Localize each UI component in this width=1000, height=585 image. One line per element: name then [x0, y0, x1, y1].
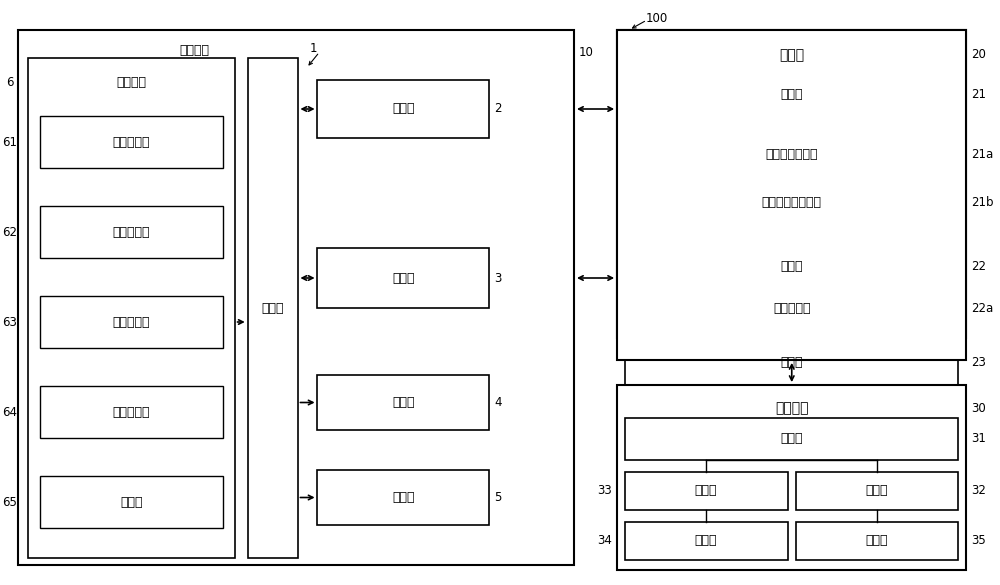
Text: 61: 61	[2, 136, 17, 149]
Text: 30: 30	[971, 401, 986, 415]
Text: 显示部: 显示部	[392, 396, 415, 409]
Text: 1: 1	[310, 42, 317, 54]
Text: 麦克风: 麦克风	[120, 495, 143, 508]
Text: 人检测部: 人检测部	[116, 75, 146, 88]
Text: 63: 63	[3, 315, 17, 329]
Bar	[317, 375, 489, 430]
Text: 控制部: 控制部	[781, 88, 803, 101]
Bar	[631, 290, 952, 328]
Bar	[625, 244, 958, 332]
Text: 64: 64	[2, 405, 17, 418]
Text: 33: 33	[597, 484, 612, 497]
Text: 3: 3	[494, 271, 502, 284]
Text: 21a: 21a	[971, 147, 994, 160]
Text: 34: 34	[597, 535, 612, 548]
Text: 4: 4	[494, 396, 502, 409]
Text: 100: 100	[646, 12, 668, 25]
Bar	[625, 68, 958, 120]
Bar	[631, 180, 952, 224]
Text: 人感传感器: 人感传感器	[113, 136, 150, 149]
Text: 通知管理表: 通知管理表	[773, 302, 811, 315]
Bar	[18, 30, 574, 565]
Text: 照度传感器: 照度传感器	[113, 405, 150, 418]
Text: 2: 2	[494, 102, 502, 115]
Text: 控制部: 控制部	[261, 301, 284, 315]
Bar	[796, 472, 958, 510]
Bar	[40, 206, 223, 258]
Bar	[40, 386, 223, 438]
Text: 21b: 21b	[971, 195, 994, 208]
Text: 21: 21	[971, 88, 986, 101]
Text: 22a: 22a	[971, 302, 994, 315]
Bar	[625, 522, 788, 560]
Text: 气味传感器: 气味传感器	[113, 225, 150, 239]
Text: 存储部: 存储部	[392, 102, 415, 115]
Text: 通信部: 通信部	[392, 271, 415, 284]
Bar	[40, 476, 223, 528]
Text: 便携终端: 便携终端	[775, 401, 809, 415]
Bar	[317, 248, 489, 308]
Bar	[28, 58, 235, 558]
Bar	[617, 30, 966, 338]
Text: 控制部: 控制部	[781, 432, 803, 446]
Text: 人检测结果获取部: 人检测结果获取部	[762, 195, 822, 208]
Text: 服务器: 服务器	[779, 48, 804, 62]
Bar	[625, 472, 788, 510]
Text: 通知数据获取部: 通知数据获取部	[766, 147, 818, 160]
Bar	[625, 128, 958, 236]
Text: 22: 22	[971, 260, 986, 274]
Bar	[248, 58, 298, 558]
Text: 32: 32	[971, 484, 986, 497]
Text: 通信部: 通信部	[781, 356, 803, 369]
Text: 显示部: 显示部	[695, 535, 717, 548]
Bar	[625, 340, 958, 385]
Bar	[617, 385, 966, 570]
Text: 35: 35	[971, 535, 986, 548]
Text: 65: 65	[3, 495, 17, 508]
Text: 23: 23	[971, 356, 986, 369]
Bar	[617, 30, 966, 360]
Text: 扬声器: 扬声器	[865, 535, 888, 548]
Text: 10: 10	[579, 46, 594, 59]
Bar	[317, 470, 489, 525]
Bar	[625, 418, 958, 460]
Text: 20: 20	[971, 49, 986, 61]
Bar	[631, 132, 952, 176]
Text: 6: 6	[6, 75, 14, 88]
Bar	[40, 116, 223, 168]
Text: 62: 62	[2, 225, 17, 239]
Text: 5: 5	[494, 491, 502, 504]
Text: 通信部: 通信部	[695, 484, 717, 497]
Bar	[40, 296, 223, 348]
Text: 存储部: 存储部	[865, 484, 888, 497]
Bar	[796, 522, 958, 560]
Bar	[631, 248, 952, 286]
Text: 灰尘传感器: 灰尘传感器	[113, 315, 150, 329]
Bar	[317, 80, 489, 138]
Text: 存储部: 存储部	[781, 260, 803, 274]
Text: 扬声器: 扬声器	[392, 491, 415, 504]
Text: 电气设备: 电气设备	[180, 43, 210, 57]
Text: 31: 31	[971, 432, 986, 446]
